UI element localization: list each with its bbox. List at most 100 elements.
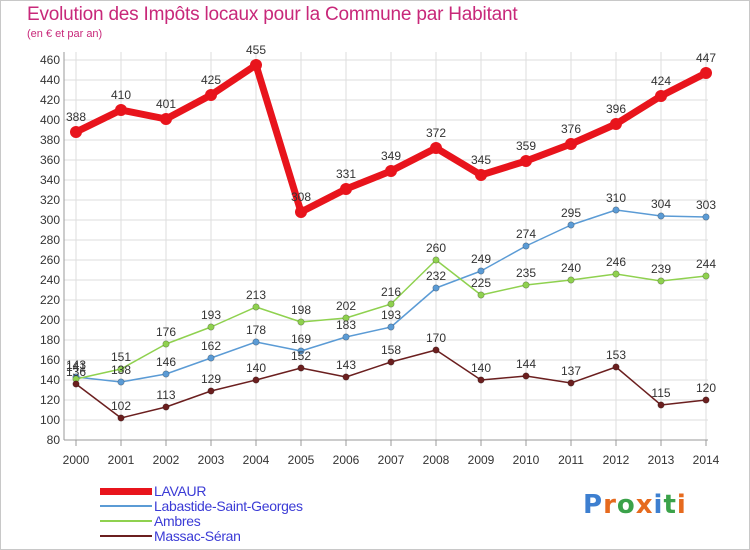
x-tick-label: 2009 — [468, 453, 495, 467]
data-label-ambres: 176 — [156, 325, 176, 339]
x-tick-label: 2013 — [648, 453, 675, 467]
data-label-labastide-saint-georges: 249 — [471, 252, 491, 266]
data-label-labastide-saint-georges: 303 — [696, 198, 716, 212]
data-label-lavaur: 376 — [561, 122, 581, 136]
data-label-ambres: 260 — [426, 241, 446, 255]
data-label-labastide-saint-georges: 138 — [111, 363, 131, 377]
data-point-massac-seran — [117, 414, 125, 422]
data-label-massac-seran: 143 — [336, 358, 356, 372]
data-point-ambres — [387, 300, 395, 308]
legend-swatch — [100, 520, 152, 522]
data-label-massac-seran: 129 — [201, 372, 221, 386]
data-point-lavaur — [655, 90, 667, 102]
y-tick-label: 300 — [40, 213, 60, 227]
data-label-ambres: 213 — [246, 288, 266, 302]
data-label-ambres: 239 — [651, 262, 671, 276]
data-point-ambres — [297, 318, 305, 326]
data-point-lavaur — [385, 165, 397, 177]
data-point-labastide-saint-georges — [342, 333, 350, 341]
data-label-ambres: 151 — [111, 350, 131, 364]
x-tick-label: 2004 — [243, 453, 270, 467]
data-point-labastide-saint-georges — [567, 221, 575, 229]
data-label-massac-seran: 140 — [246, 361, 266, 375]
data-point-lavaur — [610, 118, 622, 130]
data-label-massac-seran: 170 — [426, 331, 446, 345]
grid-lines — [64, 52, 708, 441]
data-label-ambres: 193 — [201, 308, 221, 322]
data-label-labastide-saint-georges: 169 — [291, 332, 311, 346]
data-point-lavaur — [250, 59, 262, 71]
legend-label: Labastide-Saint-Georges — [154, 498, 303, 514]
data-point-ambres — [252, 303, 260, 311]
logo-letter: i — [653, 490, 664, 520]
data-point-massac-seran — [72, 380, 80, 388]
logo-letter: i — [676, 490, 687, 520]
y-tick-label: 420 — [40, 93, 60, 107]
data-label-ambres: 235 — [516, 266, 536, 280]
legend-item: LAVAUR — [100, 484, 360, 499]
logo-letter: x — [635, 490, 654, 520]
data-label-labastide-saint-georges: 178 — [246, 323, 266, 337]
data-point-massac-seran — [567, 379, 575, 387]
data-label-lavaur: 410 — [111, 88, 131, 102]
chart-title: Evolution des Impôts locaux pour la Comm… — [27, 4, 518, 25]
data-point-labastide-saint-georges — [117, 378, 125, 386]
data-point-massac-seran — [162, 403, 170, 411]
data-point-ambres — [612, 270, 620, 278]
x-tick-label: 2003 — [198, 453, 225, 467]
y-tick-label: 340 — [40, 173, 60, 187]
data-point-massac-seran — [387, 358, 395, 366]
data-point-massac-seran — [252, 376, 260, 384]
data-point-massac-seran — [297, 364, 305, 372]
data-labels: 143 138 146 162 178 169 183 193 232 249 274 295 310 3… — [66, 43, 716, 413]
data-point-lavaur — [295, 206, 307, 218]
legend-swatch — [100, 488, 152, 495]
data-label-massac-seran: 120 — [696, 381, 716, 395]
data-label-ambres: 244 — [696, 257, 716, 271]
data-label-ambres: 246 — [606, 255, 626, 269]
data-point-lavaur — [700, 67, 712, 79]
x-tick-label: 2008 — [423, 453, 450, 467]
y-tick-label: 360 — [40, 153, 60, 167]
data-point-labastide-saint-georges — [612, 206, 620, 214]
data-label-massac-seran: 144 — [516, 357, 536, 371]
data-point-massac-seran — [477, 376, 485, 384]
data-point-lavaur — [70, 126, 82, 138]
data-point-ambres — [207, 323, 215, 331]
x-tick-label: 2011 — [558, 453, 584, 467]
y-tick-label: 400 — [40, 113, 60, 127]
data-point-massac-seran — [432, 346, 440, 354]
data-label-ambres: 141 — [66, 360, 86, 374]
data-point-ambres — [522, 281, 530, 289]
data-point-lavaur — [520, 155, 532, 167]
data-label-lavaur: 372 — [426, 126, 446, 140]
data-point-massac-seran — [342, 373, 350, 381]
data-label-lavaur: 359 — [516, 139, 536, 153]
data-point-labastide-saint-georges — [477, 267, 485, 275]
data-point-ambres — [342, 314, 350, 322]
data-label-massac-seran: 102 — [111, 399, 131, 413]
data-label-lavaur: 345 — [471, 153, 491, 167]
data-point-lavaur — [430, 142, 442, 154]
data-point-ambres — [432, 256, 440, 264]
data-label-lavaur: 349 — [381, 149, 401, 163]
data-point-massac-seran — [702, 396, 710, 404]
x-tick-label: 2014 — [693, 453, 720, 467]
legend-label: Ambres — [154, 513, 201, 529]
x-tick-label: 2012 — [603, 453, 630, 467]
y-tick-label: 440 — [40, 73, 60, 87]
data-label-labastide-saint-georges: 304 — [651, 197, 671, 211]
data-label-massac-seran: 115 — [651, 386, 670, 400]
chart-subtitle: (en € et par an) — [27, 28, 103, 40]
data-label-lavaur: 401 — [156, 97, 176, 111]
legend-item: Labastide-Saint-Georges — [100, 499, 360, 514]
data-point-labastide-saint-georges — [297, 347, 305, 355]
data-label-ambres: 202 — [336, 299, 356, 313]
y-tick-label: 100 — [40, 413, 60, 427]
x-tick-label: 2006 — [333, 453, 360, 467]
x-tick-label: 2005 — [288, 453, 315, 467]
data-label-lavaur: 388 — [66, 110, 86, 124]
data-point-labastide-saint-georges — [207, 354, 215, 362]
legend-item: Massac-Séran — [100, 529, 360, 544]
y-tick-label: 160 — [40, 353, 60, 367]
